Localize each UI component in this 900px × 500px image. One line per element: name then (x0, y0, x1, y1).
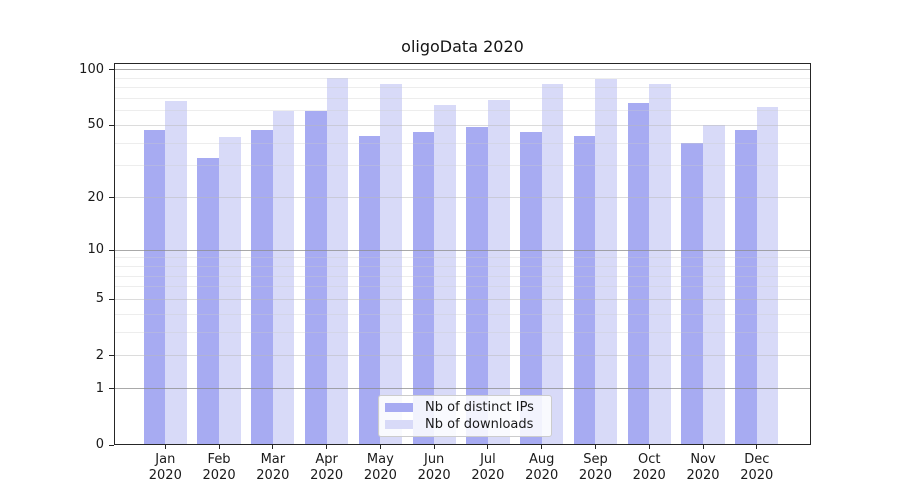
legend-item-distinct-ips: Nb of distinct IPs (385, 400, 543, 415)
gridline-minor (114, 257, 811, 259)
x-tick-label: Apr 2020 (310, 452, 344, 483)
gridline-minor (114, 142, 811, 144)
y-tick-mark (109, 124, 114, 126)
y-tick-label: 50 (87, 117, 104, 133)
gridline-minor (114, 286, 811, 288)
x-tick-mark (272, 445, 274, 449)
y-tick-mark (109, 355, 114, 357)
x-tick-label: Oct 2020 (632, 452, 666, 483)
x-tick-label: Nov 2020 (686, 452, 720, 483)
x-tick-mark (379, 445, 381, 449)
bar-distinct-ips (466, 127, 488, 445)
x-tick-mark (594, 445, 596, 449)
x-tick-mark (218, 445, 220, 449)
bar-distinct-ips (143, 130, 166, 445)
gridline-mid (114, 298, 811, 300)
gridline-minor (114, 313, 811, 315)
x-tick-mark (541, 445, 543, 449)
gridline-minor (114, 110, 811, 112)
y-tick-mark (109, 388, 114, 390)
gridline-minor (114, 265, 811, 267)
x-tick-mark (433, 445, 435, 449)
bar-downloads (272, 110, 295, 445)
y-tick-label: 100 (79, 61, 104, 77)
gridline-major (114, 249, 811, 251)
x-tick-label: Sep 2020 (578, 452, 612, 483)
legend-swatch-distinct-ips (385, 403, 413, 413)
y-tick-mark (109, 69, 114, 71)
x-tick-label: Jan 2020 (148, 452, 182, 483)
y-tick-label: 0 (95, 437, 104, 452)
x-tick-mark (326, 445, 328, 449)
x-tick-label: Mar 2020 (256, 452, 290, 483)
bar-distinct-ips (358, 135, 381, 445)
gridline-mid (114, 124, 811, 126)
bar-downloads (541, 83, 564, 445)
bar-distinct-ips (735, 130, 757, 445)
x-tick-label: Jun 2020 (417, 452, 451, 483)
bar-distinct-ips (251, 130, 273, 445)
gridline-mid (114, 197, 811, 199)
bar-downloads (487, 99, 510, 445)
gridline-minor (114, 77, 811, 79)
bar-distinct-ips (197, 158, 220, 445)
gridline-minor (114, 275, 811, 277)
bar-distinct-ips (573, 135, 596, 445)
bar-downloads (219, 137, 241, 445)
x-tick-label: May 2020 (363, 452, 397, 483)
bar-downloads (756, 107, 779, 445)
y-tick-label: 20 (87, 189, 104, 205)
legend-swatch-downloads (385, 419, 413, 429)
bar-downloads (380, 83, 402, 445)
legend: Nb of distinct IPs Nb of downloads (378, 395, 552, 437)
bar-downloads (326, 78, 349, 445)
bar-downloads (649, 83, 671, 445)
gridline-minor (114, 87, 811, 89)
x-tick-label: Dec 2020 (740, 452, 774, 483)
x-tick-label: Jul 2020 (471, 452, 505, 483)
gridline-minor (114, 165, 811, 167)
bar-downloads (595, 79, 618, 445)
x-tick-mark (487, 445, 489, 449)
gridline-major (114, 69, 811, 71)
gridline-minor (114, 98, 811, 100)
bar-distinct-ips (412, 132, 435, 445)
x-tick-label: Feb 2020 (202, 452, 236, 483)
y-tick-label: 1 (95, 380, 104, 396)
bar-downloads (703, 125, 725, 445)
y-tick-mark (109, 298, 114, 300)
legend-label-downloads: Nb of downloads (425, 416, 534, 432)
y-tick-mark (109, 249, 114, 251)
x-tick-mark (648, 445, 650, 449)
legend-label-distinct-ips: Nb of distinct IPs (425, 400, 534, 416)
y-tick-label: 5 (95, 291, 104, 307)
bar-distinct-ips (681, 143, 703, 445)
x-tick-mark (756, 445, 758, 449)
bar-downloads (434, 104, 456, 445)
x-tick-mark (702, 445, 704, 449)
gridline-mid (114, 355, 811, 357)
x-tick-mark (164, 445, 166, 449)
bar-distinct-ips (520, 132, 542, 445)
chart-title: oligoData 2020 (401, 37, 524, 56)
x-tick-label: Aug 2020 (525, 452, 559, 483)
y-tick-label: 10 (87, 242, 104, 258)
bar-distinct-ips (305, 110, 327, 445)
gridline-major (114, 388, 811, 390)
y-tick-mark (109, 444, 114, 446)
bar-downloads (165, 100, 187, 445)
legend-item-downloads: Nb of downloads (385, 417, 543, 432)
y-tick-label: 2 (95, 347, 104, 363)
gridline-minor (114, 331, 811, 333)
bar-distinct-ips (627, 103, 650, 445)
y-tick-mark (109, 197, 114, 199)
